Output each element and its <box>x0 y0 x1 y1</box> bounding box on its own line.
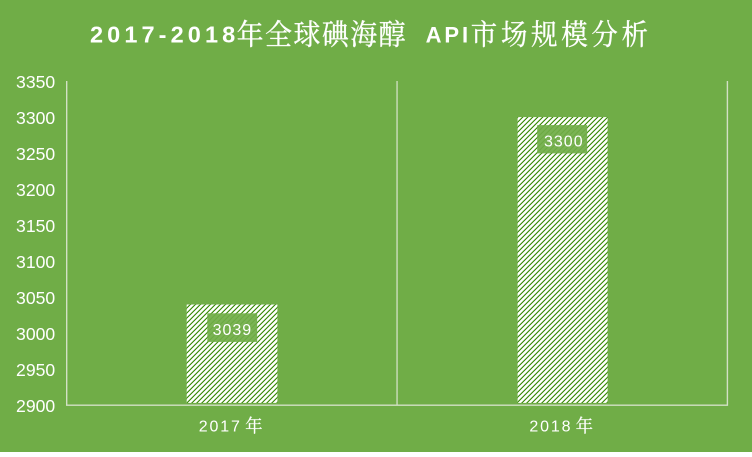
svg-text:3300: 3300 <box>544 133 584 150</box>
svg-text:3000: 3000 <box>16 324 55 344</box>
svg-text:3150: 3150 <box>16 216 55 236</box>
svg-text:2017: 2017 <box>199 419 242 436</box>
svg-text:3050: 3050 <box>16 288 55 308</box>
svg-text:2018: 2018 <box>529 419 572 436</box>
svg-text:3200: 3200 <box>16 180 55 200</box>
svg-text:3350: 3350 <box>16 72 55 92</box>
svg-text:API: API <box>426 23 471 48</box>
svg-text:2017-2018: 2017-2018 <box>90 22 239 48</box>
svg-text:2950: 2950 <box>16 360 55 380</box>
svg-text:3039: 3039 <box>213 322 253 339</box>
svg-text:2900: 2900 <box>16 396 55 416</box>
svg-text:3300: 3300 <box>16 108 55 128</box>
svg-text:3250: 3250 <box>16 144 55 164</box>
svg-text:3100: 3100 <box>16 252 55 272</box>
